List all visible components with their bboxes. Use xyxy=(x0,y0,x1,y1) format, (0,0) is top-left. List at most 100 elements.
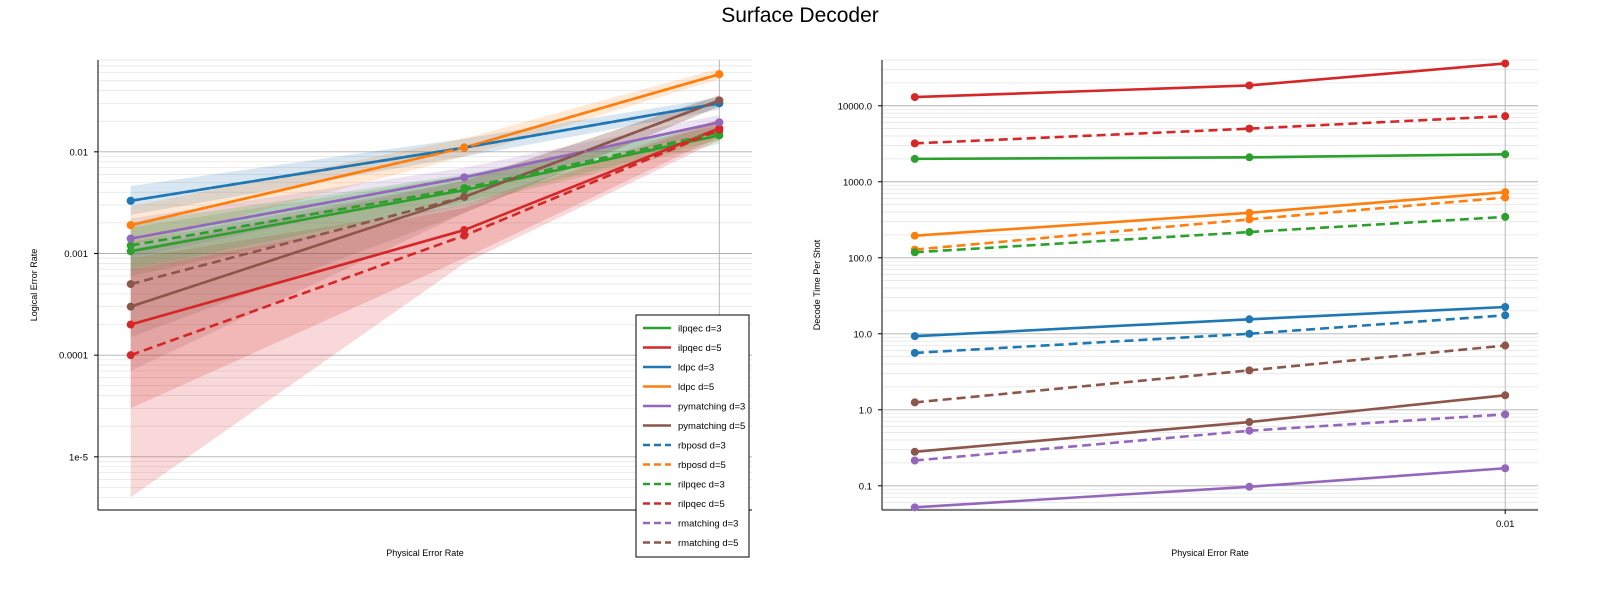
series-ilpqec-d-5 xyxy=(910,59,1510,102)
data-point xyxy=(1501,391,1510,400)
data-point xyxy=(460,173,469,182)
data-point xyxy=(460,226,469,235)
y-axis-label: Decode Time Per Shot xyxy=(812,239,822,330)
y-tick-label: 0.0001 xyxy=(59,351,88,362)
data-point xyxy=(910,456,919,465)
data-point xyxy=(1245,366,1254,375)
data-point xyxy=(1501,311,1510,320)
legend-label: ldpc d=5 xyxy=(678,382,714,393)
legend-box xyxy=(635,314,750,558)
data-point xyxy=(910,398,919,407)
data-point xyxy=(1245,426,1254,435)
series-rmatching-d-3 xyxy=(910,410,1510,465)
legend-label: rbposd d=5 xyxy=(678,460,726,471)
legend-label: rmatching d=5 xyxy=(678,538,738,549)
series-rmatching-d-5 xyxy=(910,341,1510,407)
data-point xyxy=(910,348,919,357)
data-point xyxy=(460,231,469,240)
grid-lines xyxy=(882,59,1538,510)
legend-label: pymatching d=3 xyxy=(678,402,745,413)
data-point xyxy=(910,447,919,456)
legend-label: rilpqec d=3 xyxy=(678,480,725,491)
y-tick-label: 1.0 xyxy=(859,405,872,416)
legend-label: pymatching d=5 xyxy=(678,421,745,432)
series-line xyxy=(914,344,1506,404)
data-point xyxy=(1245,228,1254,237)
data-point xyxy=(460,192,469,201)
series-ilpqec-d-3 xyxy=(910,150,1510,163)
y-tick-label: 1e-5 xyxy=(69,452,88,463)
legend-label: ldpc d=3 xyxy=(678,363,714,374)
series-line xyxy=(914,152,1506,161)
series-line xyxy=(914,413,1506,462)
series-line xyxy=(914,394,1506,454)
series-line xyxy=(914,62,1506,99)
series-line xyxy=(914,305,1506,338)
series-rilpqec-d-3 xyxy=(910,212,1510,257)
data-point xyxy=(1245,482,1254,491)
legend-label: ilpqec d=5 xyxy=(678,343,722,354)
data-point xyxy=(1501,212,1510,221)
series-line xyxy=(914,313,1506,355)
data-point xyxy=(1245,329,1254,338)
data-point xyxy=(1245,215,1254,224)
y-tick-label: 1000.0 xyxy=(843,177,872,188)
series-rbposd-d-5 xyxy=(126,70,724,230)
data-point xyxy=(715,96,724,105)
data-point xyxy=(1245,418,1254,427)
series-rilpqec-d-5 xyxy=(910,112,1510,148)
data-point xyxy=(715,70,724,79)
data-point xyxy=(910,231,919,240)
series-rbposd-d-5 xyxy=(910,193,1510,254)
series-rmatching-d-5 xyxy=(126,96,724,289)
data-point xyxy=(460,143,469,152)
figure-title: Surface Decoder xyxy=(721,4,879,27)
legend-label: rilpqec d=5 xyxy=(678,499,725,510)
legend-label: rmatching d=3 xyxy=(678,519,738,530)
data-point xyxy=(126,234,135,243)
series-pymatching-d-3 xyxy=(910,464,1510,512)
data-point xyxy=(715,118,724,127)
data-point xyxy=(126,221,135,230)
y-axis-label: Logical Error Rate xyxy=(29,249,39,322)
legend-label: rbposd d=3 xyxy=(678,441,726,452)
series-line xyxy=(914,215,1506,254)
data-point xyxy=(126,320,135,329)
data-point xyxy=(126,280,135,289)
confidence-band xyxy=(130,115,720,259)
data-point xyxy=(1501,193,1510,202)
data-point xyxy=(1501,112,1510,121)
data-point xyxy=(126,247,135,256)
data-point xyxy=(1245,208,1254,217)
data-point xyxy=(1501,341,1510,350)
x-tick-label: 0.01 xyxy=(1496,519,1515,530)
data-point xyxy=(126,241,135,250)
data-point xyxy=(126,351,135,360)
data-point xyxy=(910,503,919,512)
y-tick-label: 10.0 xyxy=(854,329,873,340)
y-tick-label: 100.0 xyxy=(848,253,872,264)
data-point xyxy=(1245,81,1254,90)
x-axis-label: Physical Error Rate xyxy=(1171,548,1249,558)
y-tick-label: 10000.0 xyxy=(838,101,872,112)
data-point xyxy=(1501,150,1510,159)
series-line xyxy=(914,466,1506,509)
data-point xyxy=(1501,59,1510,68)
x-axis-label: Physical Error Rate xyxy=(386,548,464,558)
data-point xyxy=(1245,315,1254,324)
series-line xyxy=(914,114,1506,145)
y-tick-label: 0.001 xyxy=(64,249,88,260)
data-point xyxy=(910,332,919,341)
data-point xyxy=(910,139,919,148)
data-point xyxy=(1245,124,1254,133)
series-ldpc-d-5 xyxy=(910,188,1510,240)
data-point xyxy=(910,248,919,257)
data-point xyxy=(1501,303,1510,312)
legend-label: ilpqec d=3 xyxy=(678,324,722,335)
data-point xyxy=(910,154,919,163)
series-pymatching-d-5 xyxy=(910,391,1510,456)
plot-panel-2: 0.01 10000.0 1000.0 100.0 10.0 1.0 0.1 Physical… xyxy=(812,59,1538,558)
data-point xyxy=(910,93,919,102)
series-rilpqec-d-5 xyxy=(126,125,724,360)
